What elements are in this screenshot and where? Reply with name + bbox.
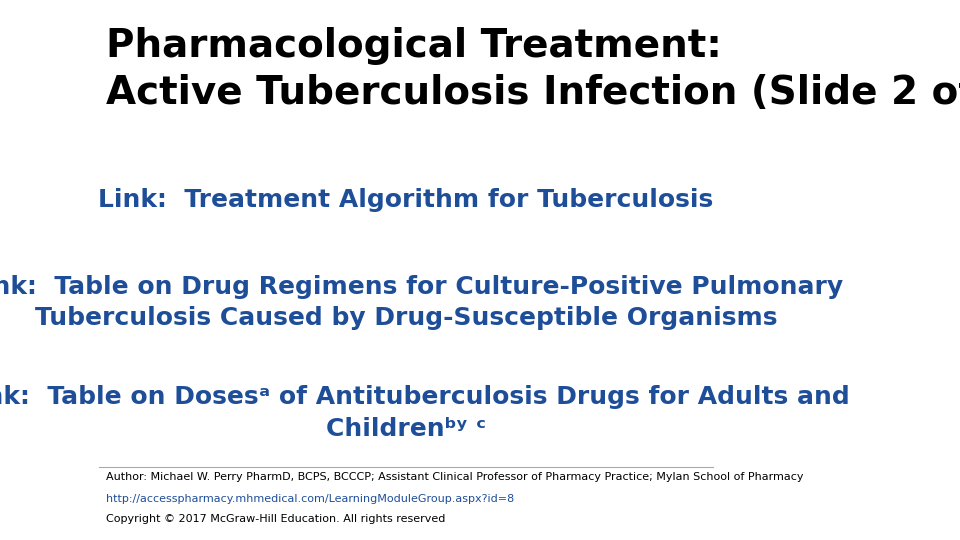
Text: http://accesspharmacy.mhmedical.com/LearningModuleGroup.aspx?id=8: http://accesspharmacy.mhmedical.com/Lear… — [106, 494, 514, 504]
Text: Copyright © 2017 McGraw-Hill Education. All rights reserved: Copyright © 2017 McGraw-Hill Education. … — [106, 514, 445, 524]
Text: Author: Michael W. Perry PharmD, BCPS, BCCCP; Assistant Clinical Professor of Ph: Author: Michael W. Perry PharmD, BCPS, B… — [106, 472, 804, 483]
Text: Link:  Table on Dosesᵃ of Antituberculosis Drugs for Adults and
Childrenᵇʸ ᶜ: Link: Table on Dosesᵃ of Antituberculosi… — [0, 386, 851, 441]
Text: Link:  Treatment Algorithm for Tuberculosis: Link: Treatment Algorithm for Tuberculos… — [98, 188, 713, 212]
Text: Link:  Table on Drug Regimens for Culture-Positive Pulmonary
Tuberculosis Caused: Link: Table on Drug Regimens for Culture… — [0, 275, 844, 330]
Text: Pharmacological Treatment:
Active Tuberculosis Infection (Slide 2 of 5): Pharmacological Treatment: Active Tuberc… — [106, 27, 960, 112]
